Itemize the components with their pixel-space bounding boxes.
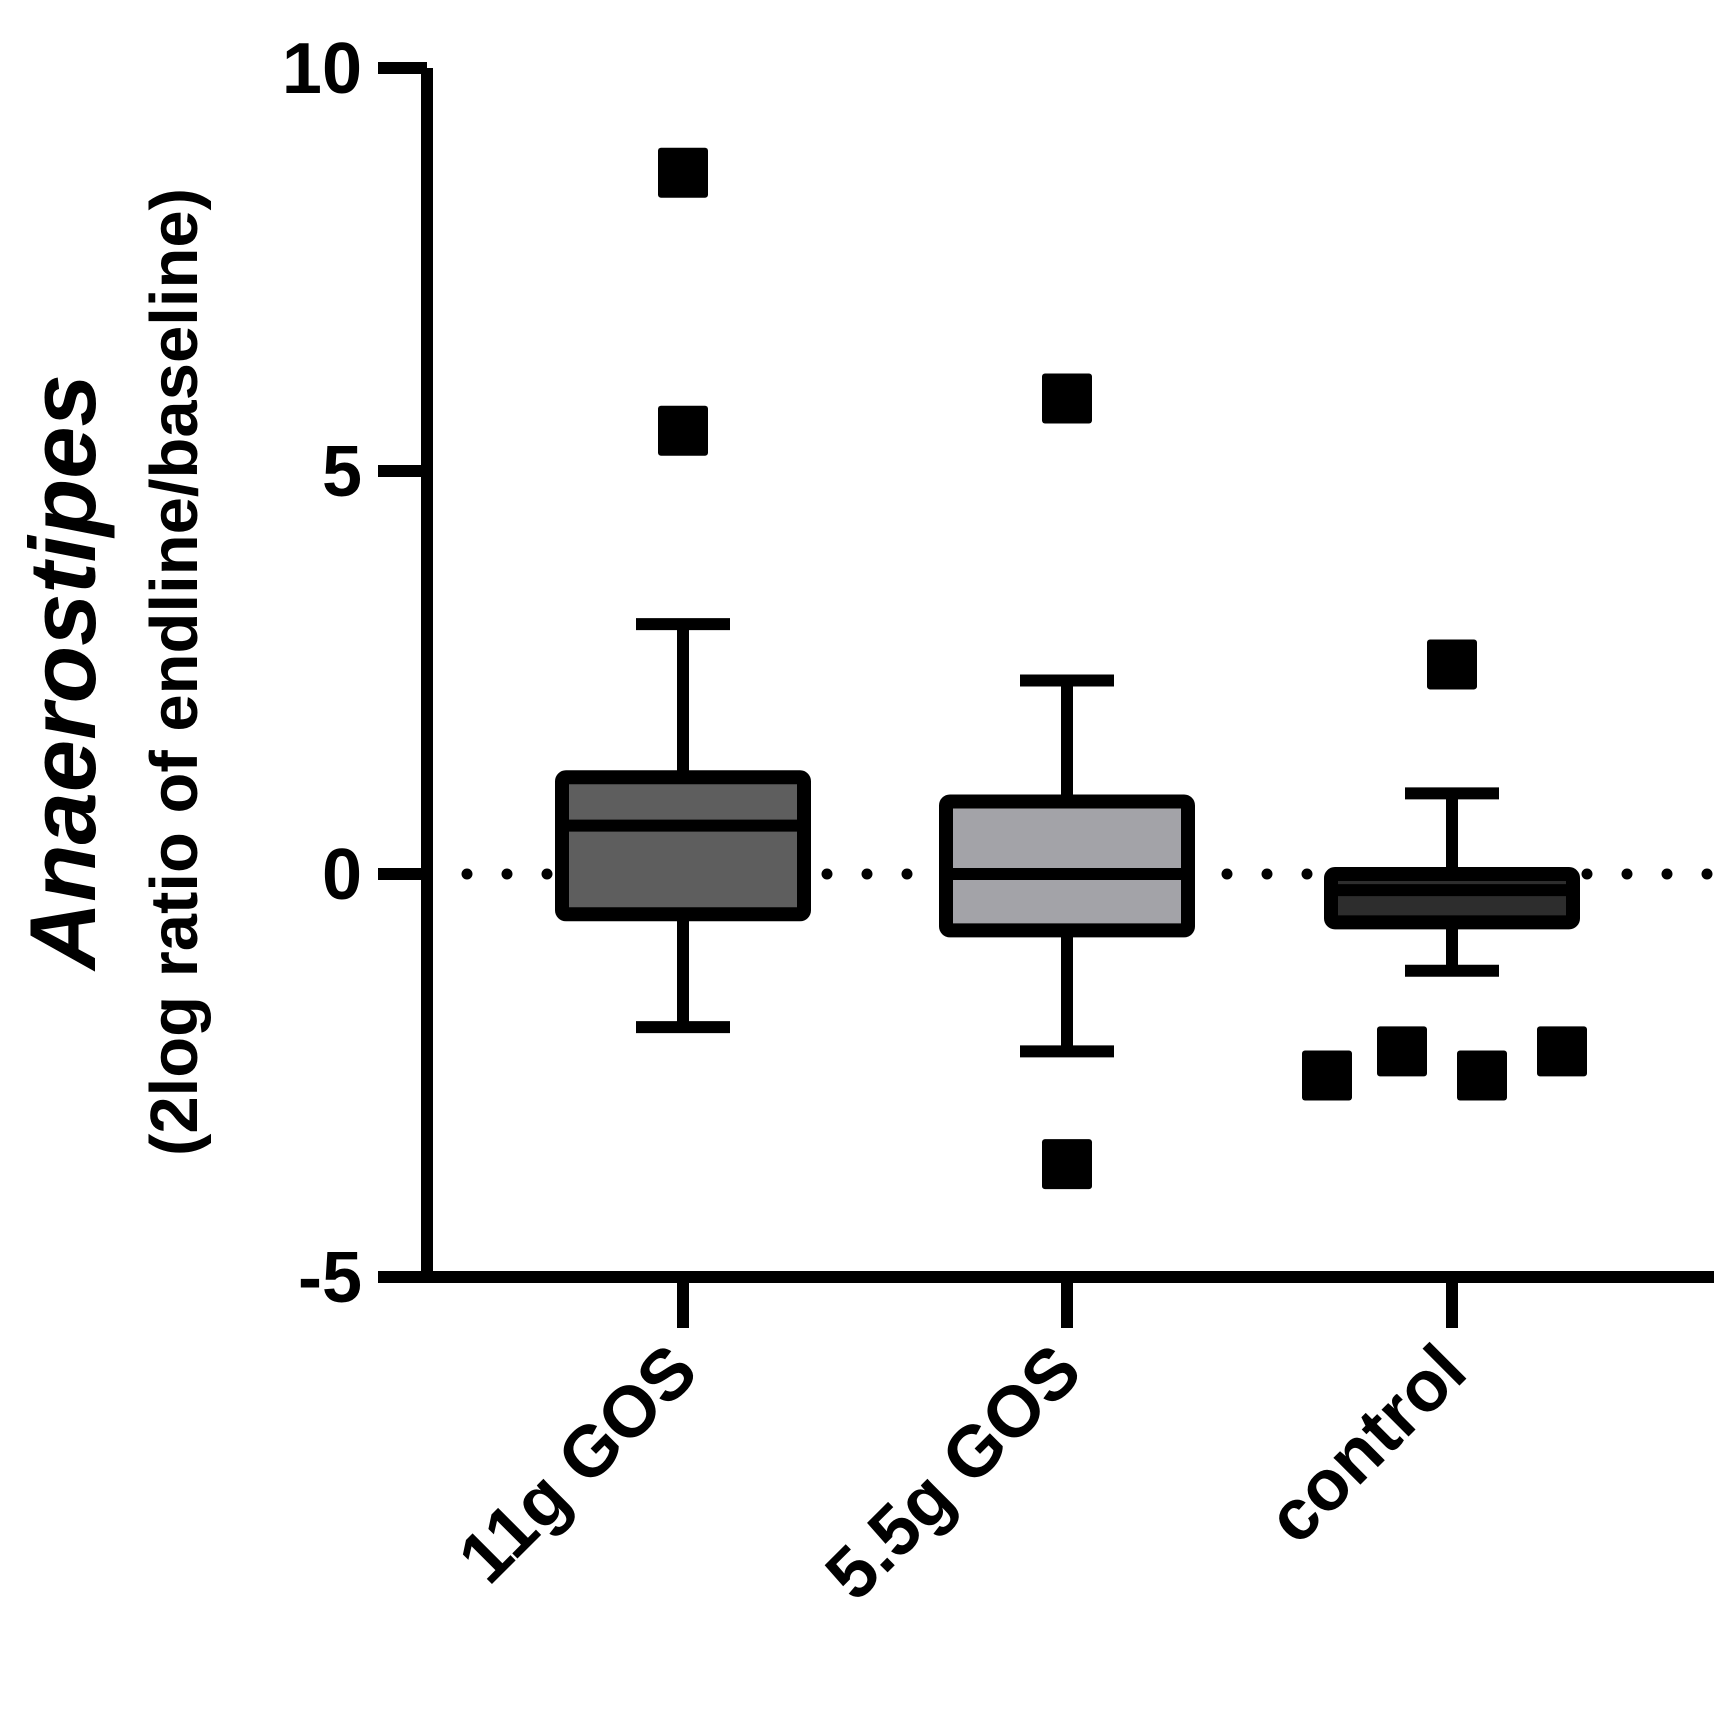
y-tick-label: 5 xyxy=(322,432,362,512)
iqr-box xyxy=(555,770,811,922)
outlier-point xyxy=(1537,1026,1587,1077)
iqr-box xyxy=(939,794,1195,938)
y-tick-label: 0 xyxy=(322,835,362,915)
outlier-point xyxy=(1427,639,1477,690)
outlier-point xyxy=(1042,1139,1092,1190)
outlier-point xyxy=(658,405,708,456)
box-group xyxy=(939,373,1195,1190)
box-layer xyxy=(555,147,1587,1190)
axes xyxy=(421,68,1714,1283)
outlier-point xyxy=(1377,1026,1427,1077)
y-tick-label: 10 xyxy=(282,29,362,109)
x-category-label: 11g GOS xyxy=(444,1330,713,1599)
x-category-label: 5.5g GOS xyxy=(811,1330,1097,1616)
x-category-label: control xyxy=(1252,1330,1481,1559)
box-group xyxy=(1302,639,1587,1101)
y-axis-label-main: Anaerostipes xyxy=(10,374,115,972)
y-tick-label: -5 xyxy=(298,1238,362,1318)
outlier-point xyxy=(1302,1050,1352,1101)
box-group xyxy=(555,147,811,1034)
outlier-point xyxy=(1457,1050,1507,1101)
x-ticks: 11g GOS 5.5g GOS control xyxy=(444,1277,1481,1616)
y-ticks: 10 5 0 -5 xyxy=(282,29,427,1318)
iqr-box xyxy=(1324,867,1580,930)
outlier-point xyxy=(658,147,708,198)
outlier-point xyxy=(1042,373,1092,424)
y-axis-label-sub: (2log ratio of endline/baseline) xyxy=(137,188,212,1156)
